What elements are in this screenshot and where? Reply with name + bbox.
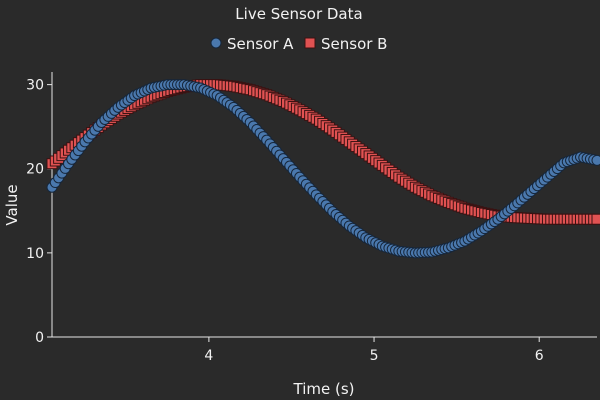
x-tick-label: 5: [370, 348, 379, 364]
legend-label-sensor-b: Sensor B: [321, 35, 387, 53]
legend-label-sensor-a: Sensor A: [227, 35, 294, 53]
y-tick-label: 20: [26, 162, 44, 178]
sensor-a-point: [591, 154, 600, 166]
series-sensor-a: [46, 79, 600, 259]
x-tick-label: 6: [535, 348, 544, 364]
x-axis-label: Time (s): [293, 380, 355, 398]
legend-marker-sensor-b: [304, 37, 316, 49]
axes: [51, 72, 597, 338]
sensor-b-point: [591, 213, 600, 225]
ticks: 4 5 6 0 10 20 30: [26, 78, 544, 364]
legend: Sensor A Sensor B: [210, 35, 387, 53]
chart-title: Live Sensor Data: [235, 5, 362, 23]
x-tick-label: 4: [204, 348, 213, 364]
y-tick-label: 30: [26, 78, 44, 94]
y-axis-label: Value: [3, 184, 21, 225]
y-tick-label: 0: [35, 330, 44, 346]
legend-marker-sensor-a: [210, 37, 222, 49]
y-tick-label: 10: [26, 246, 44, 262]
